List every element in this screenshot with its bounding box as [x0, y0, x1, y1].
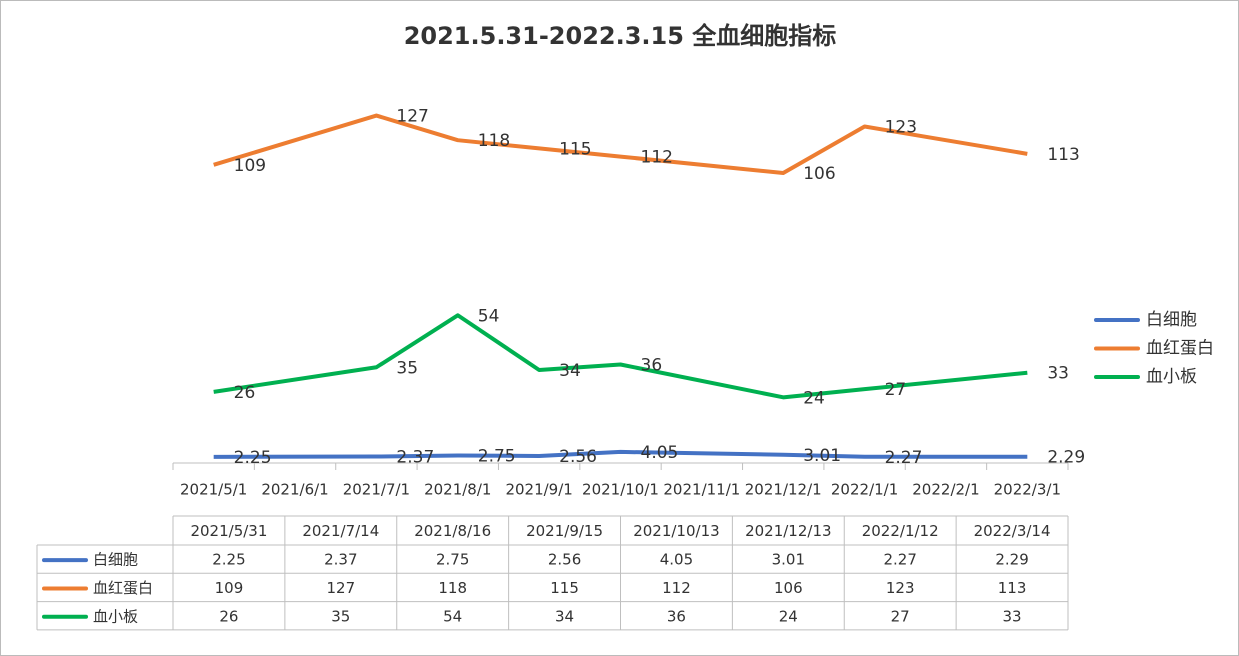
x-tick-label: 2021/10/1: [582, 481, 659, 499]
x-tick-label: 2021/7/1: [343, 481, 410, 499]
legend-label: 血红蛋白: [1146, 339, 1214, 359]
data-label: 2.29: [1047, 448, 1085, 468]
table-header: 2021/8/16: [414, 522, 491, 540]
table-cell: 26: [219, 607, 238, 625]
x-tick-label: 2021/12/1: [745, 481, 822, 499]
x-tick-label: 2022/3/1: [994, 481, 1061, 499]
table-header: 2021/7/14: [302, 522, 379, 540]
x-tick-label: 2022/2/1: [912, 481, 979, 499]
series-line: [213, 449, 1028, 459]
table-cell: 24: [779, 607, 798, 625]
table-header: 2021/9/15: [526, 522, 603, 540]
table-cell: 106: [774, 579, 803, 597]
table-cell: 4.05: [660, 551, 693, 569]
data-label: 2.75: [478, 446, 516, 466]
table-cell: 2.56: [548, 551, 581, 569]
data-label: 109: [234, 156, 266, 176]
data-label: 54: [478, 306, 500, 326]
table-header: 2022/1/12: [862, 522, 939, 540]
series-line: [213, 113, 1028, 176]
data-label: 4.05: [641, 443, 679, 463]
x-tick-label: 2021/8/1: [424, 481, 491, 499]
table-row-label: 血红蛋白: [93, 579, 153, 597]
table-header: 2021/12/13: [745, 522, 831, 540]
data-label: 127: [396, 107, 428, 127]
x-tick-label: 2022/1/1: [831, 481, 898, 499]
table-cell: 113: [998, 579, 1027, 597]
data-label: 112: [641, 148, 673, 168]
data-label: 123: [885, 118, 917, 138]
table-cell: 27: [891, 607, 910, 625]
data-label: 2.25: [234, 448, 272, 468]
table-cell: 2.25: [212, 551, 245, 569]
data-label: 2.56: [559, 447, 597, 467]
data-label: 27: [885, 380, 907, 400]
x-tick-label: 2021/6/1: [261, 481, 328, 499]
data-label: 24: [803, 388, 825, 408]
data-label: 113: [1047, 145, 1079, 165]
data-label: 2.27: [885, 448, 923, 468]
table-cell: 2.75: [436, 551, 469, 569]
table-cell: 3.01: [772, 551, 805, 569]
table-cell: 2.29: [995, 551, 1028, 569]
table-cell: 36: [667, 607, 686, 625]
table-header: 2021/5/31: [190, 522, 267, 540]
table-cell: 35: [331, 607, 350, 625]
table-cell: 2.37: [324, 551, 357, 569]
data-label: 115: [559, 139, 591, 159]
data-label: 118: [478, 131, 510, 151]
table-cell: 34: [555, 607, 574, 625]
table-cell: 33: [1003, 607, 1022, 625]
x-tick-label: 2021/11/1: [663, 481, 740, 499]
x-tick-label: 2021/5/1: [180, 481, 247, 499]
x-tick-label: 2021/9/1: [505, 481, 572, 499]
data-label: 35: [396, 358, 418, 378]
series-line: [213, 313, 1028, 400]
table-header: 2021/10/13: [633, 522, 719, 540]
data-label: 26: [234, 383, 256, 403]
chart-title: 2021.5.31-2022.3.15 全血细胞指标: [404, 22, 837, 50]
table-cell: 109: [215, 579, 244, 597]
table-row-label: 白细胞: [93, 551, 138, 569]
data-label: 2.37: [396, 448, 434, 468]
data-label: 36: [641, 356, 663, 376]
legend-label: 血小板: [1146, 367, 1197, 387]
table-cell: 123: [886, 579, 915, 597]
table-cell: 112: [662, 579, 691, 597]
legend-label: 白细胞: [1146, 310, 1197, 330]
table-cell: 118: [438, 579, 467, 597]
data-label: 3.01: [803, 446, 841, 466]
table-header: 2022/3/14: [974, 522, 1051, 540]
data-label: 34: [559, 361, 581, 381]
table-cell: 2.27: [883, 551, 916, 569]
table-row-label: 血小板: [93, 607, 138, 625]
data-label: 106: [803, 164, 835, 184]
table-cell: 127: [326, 579, 355, 597]
table-cell: 115: [550, 579, 579, 597]
data-label: 33: [1047, 364, 1069, 384]
table-cell: 54: [443, 607, 462, 625]
